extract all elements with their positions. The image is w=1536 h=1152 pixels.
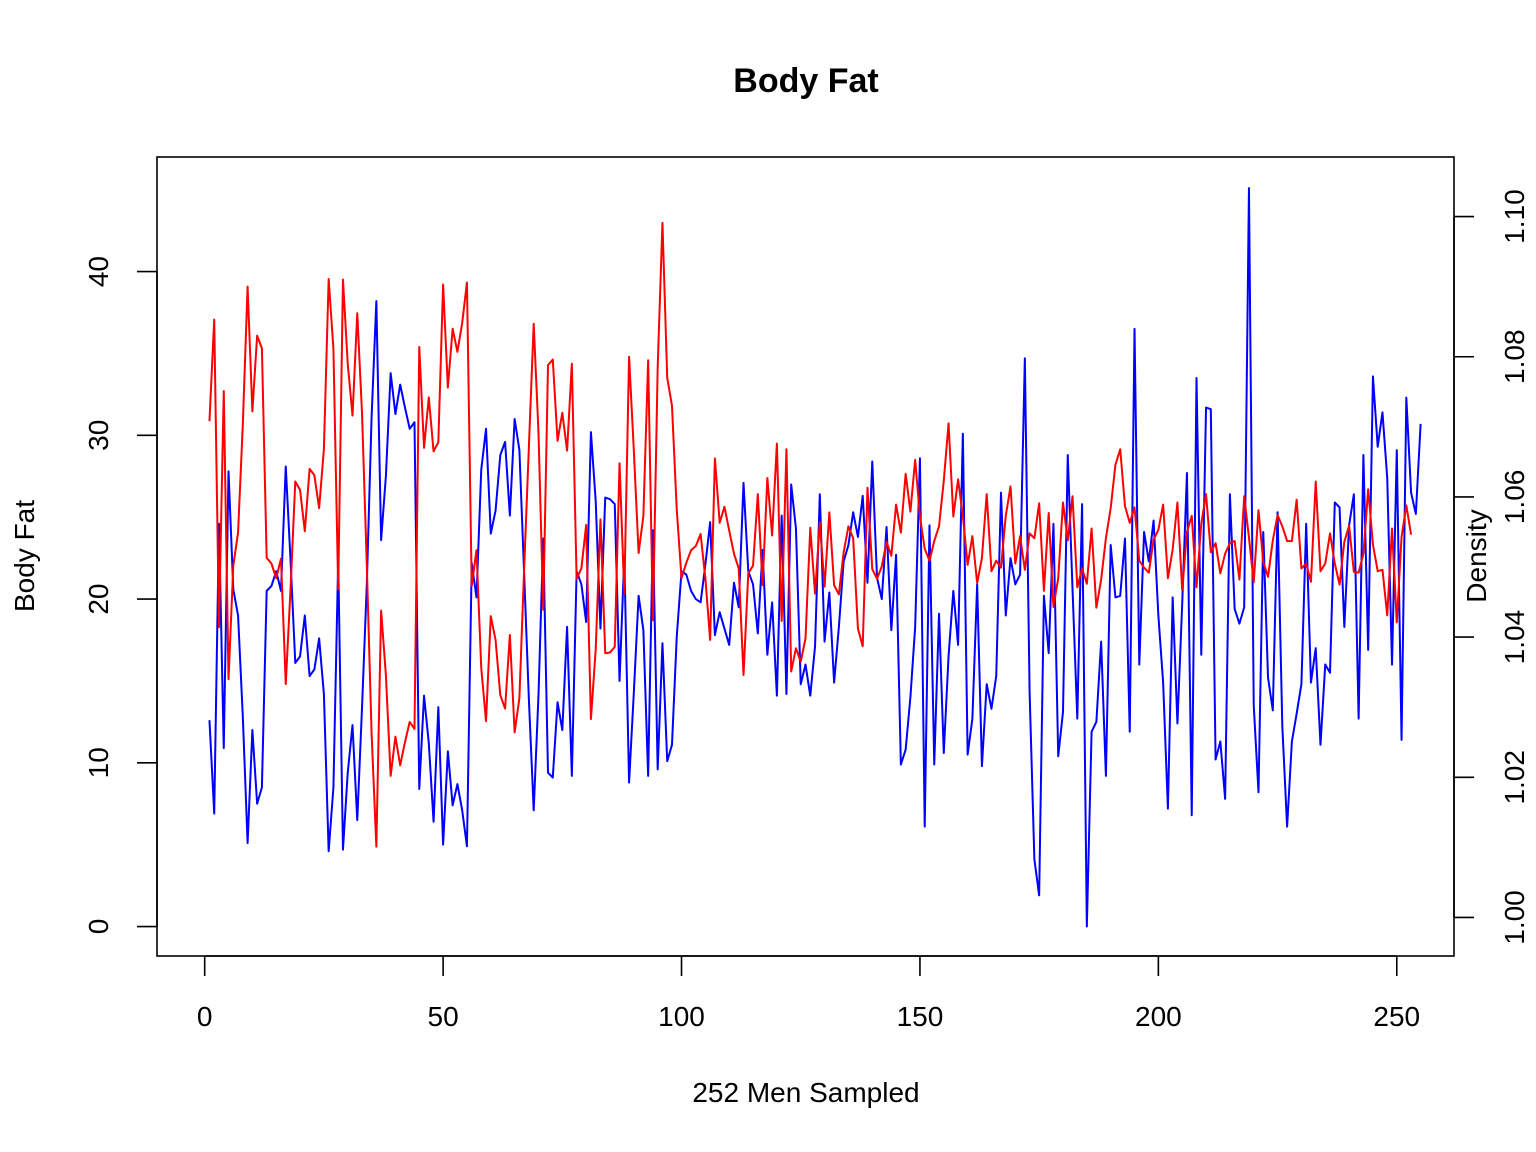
density-series-line	[208, 221, 1413, 848]
y-axis-right: 1.00 1.02 1.04 1.06 1.08 1.10	[1453, 189, 1530, 945]
x-axis-label: 252 Men Sampled	[692, 1077, 919, 1108]
y-tick-label: 10	[83, 747, 114, 778]
x-tick-label: 100	[658, 1001, 705, 1032]
chart-title: Body Fat	[733, 62, 878, 100]
body-fat-series-line	[208, 187, 1422, 928]
y2-tick-label: 1.02	[1499, 750, 1530, 805]
x-tick-label: 0	[197, 1001, 213, 1032]
series-layer	[208, 187, 1422, 928]
y-tick-label: 20	[83, 584, 114, 615]
x-tick-label: 150	[897, 1001, 944, 1032]
x-tick-label: 50	[428, 1001, 459, 1032]
y2-tick-label: 1.06	[1499, 470, 1530, 525]
y-axis-left: 0 10 20 30 40	[83, 256, 158, 935]
y-tick-label: 40	[83, 256, 114, 287]
y-tick-label: 0	[83, 919, 114, 935]
x-tick-label: 200	[1135, 1001, 1182, 1032]
y2-tick-label: 1.04	[1499, 610, 1530, 665]
x-axis: 0 50 100 150 200 250	[197, 955, 1420, 1032]
y2-tick-label: 1.10	[1499, 189, 1530, 244]
y-axis-left-label: Body Fat	[9, 500, 40, 612]
y2-tick-label: 1.00	[1499, 890, 1530, 945]
y-tick-label: 30	[83, 420, 114, 451]
y-axis-right-label: Density	[1461, 509, 1492, 602]
x-tick-label: 250	[1373, 1001, 1420, 1032]
y2-tick-label: 1.08	[1499, 329, 1530, 384]
